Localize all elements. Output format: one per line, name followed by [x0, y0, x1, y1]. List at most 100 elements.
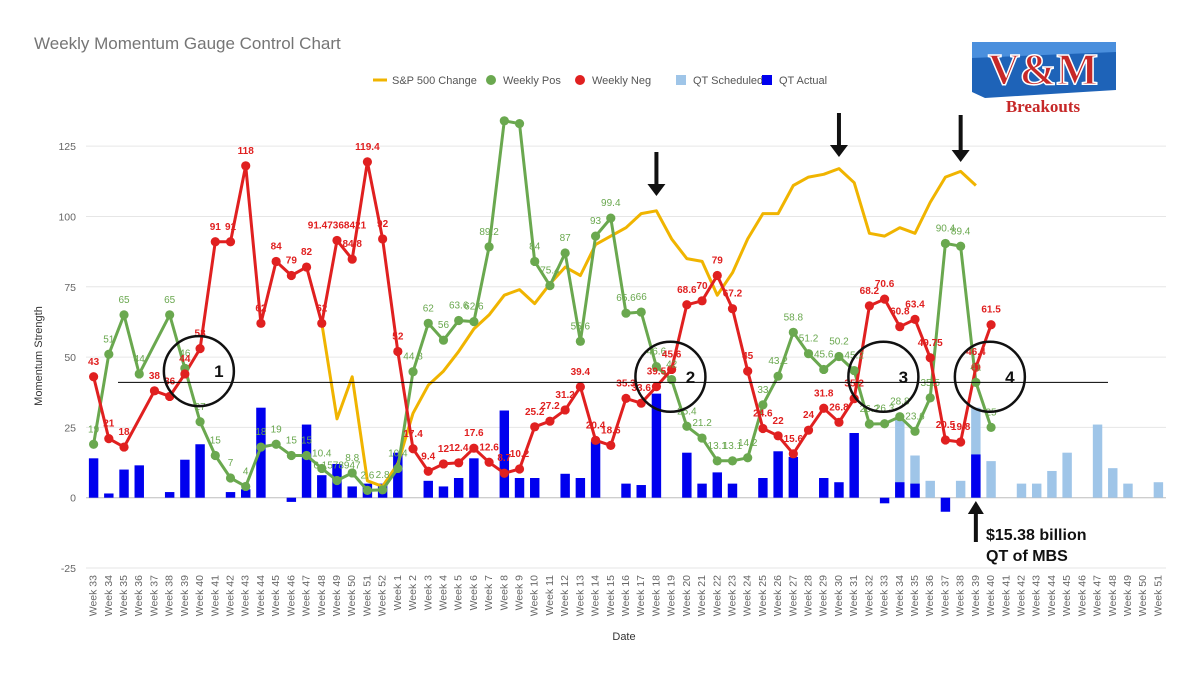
data-label-weekly-neg: 18.6: [601, 425, 621, 436]
data-label-weekly-pos: 84: [529, 241, 541, 252]
point-weekly-pos: [712, 456, 722, 466]
data-label-weekly-pos: 10.4: [388, 448, 408, 459]
point-weekly-neg: [454, 458, 464, 468]
x-tick-label: Week 27: [787, 575, 799, 616]
data-label-weekly-neg: 19.8: [951, 422, 971, 433]
data-label-weekly-neg: 17.4: [403, 429, 423, 440]
x-tick-label: Week 44: [255, 575, 267, 616]
bar-qt-actual: [88, 458, 99, 498]
data-label-weekly-neg: 21: [103, 419, 115, 430]
data-label-weekly-pos: 45.6: [814, 349, 834, 360]
point-weekly-neg: [819, 403, 829, 413]
bar-qt-actual: [286, 497, 297, 502]
point-weekly-neg: [986, 320, 996, 330]
bar-qt-actual: [788, 456, 799, 498]
x-tick-label: Week 9: [514, 575, 526, 611]
data-label-weekly-pos: 23.6: [905, 411, 925, 422]
y-axis-label: Momentum Strength: [33, 306, 45, 406]
point-weekly-neg: [499, 468, 509, 478]
point-weekly-pos: [773, 371, 783, 381]
x-tick-label: Week 10: [529, 575, 541, 616]
point-weekly-neg: [195, 344, 205, 354]
data-label-weekly-pos: 93: [590, 216, 602, 227]
point-weekly-pos: [621, 308, 631, 318]
data-label-weekly-neg: 119.4: [355, 142, 380, 153]
x-tick-label: Week 49: [1122, 575, 1134, 616]
data-label-weekly-neg: 18: [118, 427, 130, 438]
point-weekly-neg: [514, 464, 525, 474]
data-label-weekly-pos: 50.2: [829, 337, 849, 348]
data-label-weekly-neg: 52: [392, 331, 404, 342]
data-label-weekly-pos: 35.5: [920, 378, 940, 389]
data-label-weekly-pos: 43.2: [768, 356, 788, 367]
bar-qt-scheduled: [971, 407, 981, 498]
point-weekly-pos: [332, 475, 342, 486]
bar-qt-actual: [758, 478, 768, 498]
point-weekly-pos: [317, 463, 327, 474]
x-tick-label: Week 39: [179, 575, 191, 616]
arrow-down-head: [951, 150, 970, 162]
series-markers: [89, 116, 996, 495]
point-weekly-neg: [210, 237, 220, 247]
x-tick-label: Week 5: [453, 575, 465, 611]
data-label-weekly-neg: 38: [149, 371, 161, 382]
point-weekly-pos: [575, 336, 585, 346]
point-weekly-neg: [271, 256, 281, 267]
data-label-weekly-neg: 53: [195, 329, 207, 340]
x-tick-label: Week 19: [666, 575, 678, 616]
point-weekly-neg: [119, 442, 129, 452]
bar-qt-actual: [180, 459, 190, 498]
data-label-weekly-pos: 21.2: [692, 418, 712, 429]
point-weekly-pos: [347, 468, 357, 478]
x-tick-label: Week 42: [225, 575, 237, 616]
point-weekly-neg: [667, 364, 677, 375]
x-tick-label: Week 42: [1015, 575, 1027, 616]
point-weekly-pos: [819, 364, 829, 375]
x-tick-label: Week 13: [574, 575, 586, 616]
x-tick-label: Week 25: [757, 575, 769, 616]
data-label-weekly-neg: 82: [301, 247, 313, 258]
point-weekly-neg: [773, 431, 783, 441]
bar-qt-actual: [773, 451, 783, 498]
bar-qt-scheduled: [1108, 468, 1118, 498]
bar-qt-actual: [134, 465, 144, 498]
x-tick-label: Week 46: [285, 575, 297, 616]
point-weekly-pos: [225, 473, 236, 483]
x-tick-label: Week 6: [468, 575, 480, 611]
data-label-weekly-pos: 4: [243, 466, 249, 477]
data-label-weekly-neg: 49.75: [918, 338, 943, 349]
point-weekly-pos: [834, 351, 844, 362]
bar-qt-actual: [727, 483, 738, 498]
data-label-weekly-neg: 31.8: [814, 388, 834, 399]
point-weekly-pos: [104, 349, 114, 359]
point-weekly-neg: [393, 346, 403, 357]
data-label-weekly-neg: 68.6: [677, 285, 697, 296]
point-weekly-pos: [864, 419, 874, 429]
data-label-weekly-pos: 87: [560, 233, 572, 244]
y-tick-label: 75: [64, 282, 76, 294]
point-weekly-neg: [621, 393, 631, 404]
data-label-weekly-neg: 84: [271, 241, 283, 252]
data-label-weekly-pos: 7: [228, 458, 234, 469]
bar-qt-scheduled: [910, 455, 920, 498]
bar-qt-actual: [636, 485, 646, 498]
data-label-weekly-pos: 8.8: [345, 453, 359, 464]
x-tick-label: Week 46: [1076, 575, 1088, 616]
x-tick-label: Week 12: [559, 575, 571, 616]
gridlines: [86, 145, 1166, 569]
logo-sub-text: Breakouts: [1006, 97, 1081, 116]
data-label-weekly-neg: 67.2: [723, 289, 743, 300]
point-weekly-neg: [925, 353, 935, 363]
bar-qt-actual: [469, 458, 479, 498]
x-tick-label: Week 41: [1000, 575, 1012, 616]
data-label-weekly-neg: 62: [255, 303, 267, 314]
data-label-weekly-neg: 45: [742, 351, 754, 362]
data-label-weekly-neg: 43: [88, 357, 100, 368]
data-label-weekly-pos: 46.6: [647, 347, 667, 358]
point-weekly-neg: [712, 270, 722, 281]
x-tick-label: Week 15: [605, 575, 617, 616]
x-tick-label: Week 47: [301, 575, 313, 616]
